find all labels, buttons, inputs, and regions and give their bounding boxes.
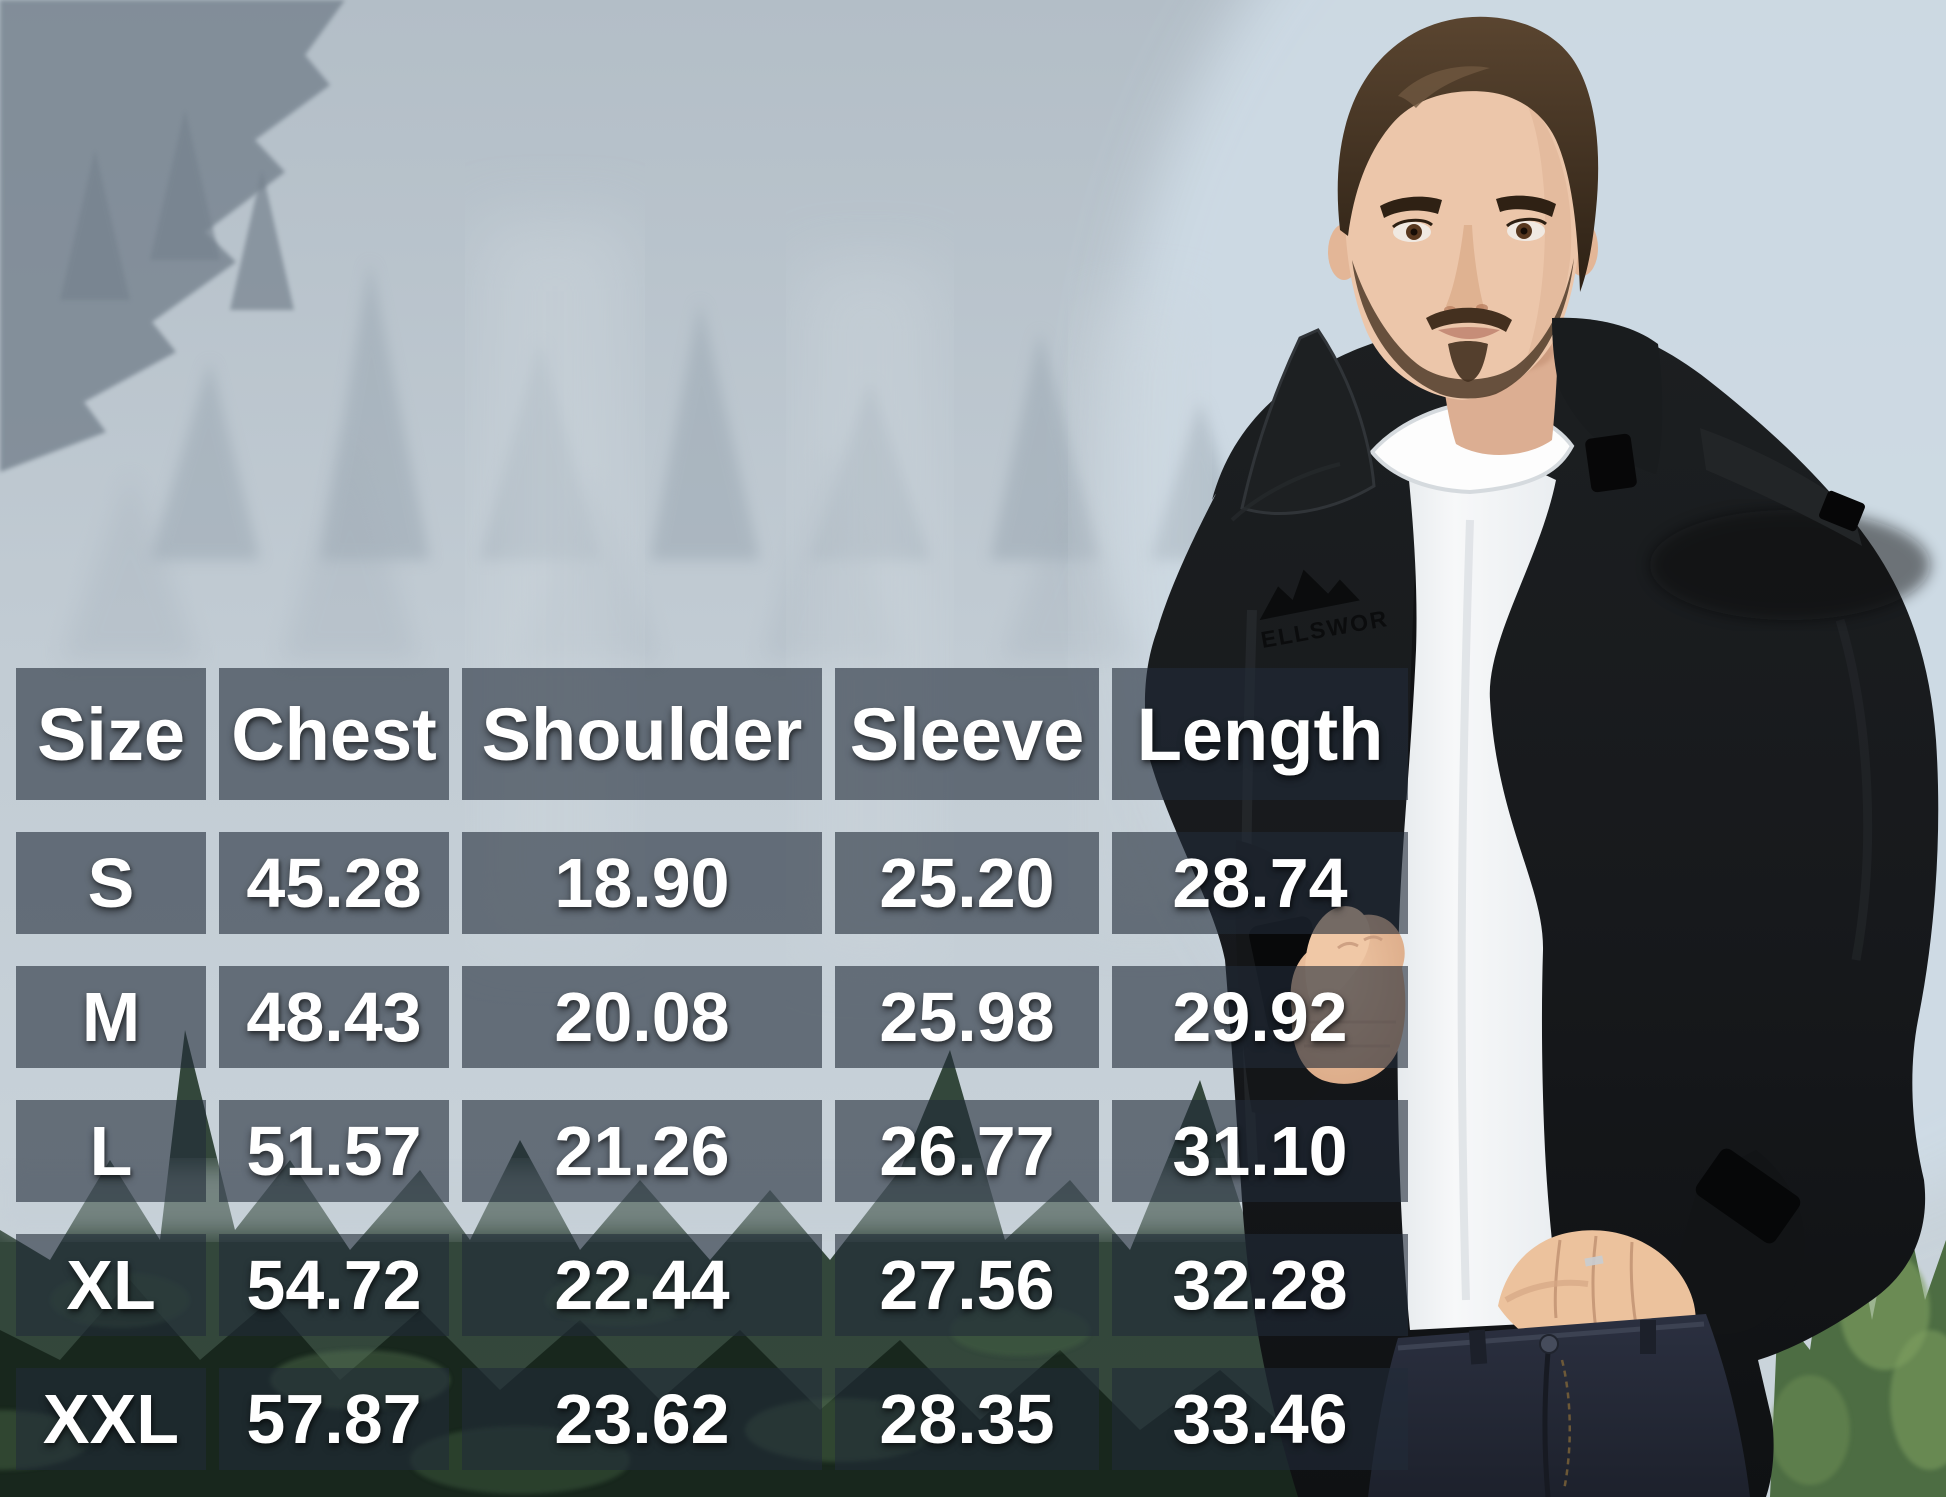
cell-xxl-chest: 57.87 xyxy=(219,1368,449,1470)
t-shirt xyxy=(1397,459,1562,1330)
cell-l-chest: 51.57 xyxy=(219,1100,449,1202)
cell-xxl-length: 33.46 xyxy=(1112,1368,1408,1470)
cell-l-shoulder: 21.26 xyxy=(462,1100,822,1202)
nose xyxy=(1446,225,1486,319)
cell-xxl-size: XXL xyxy=(16,1368,206,1470)
jeans-fly-seam xyxy=(1542,1351,1551,1497)
finger-ring xyxy=(1584,1255,1604,1267)
header-cell-sleeve: Sleeve xyxy=(835,668,1099,800)
jeans xyxy=(1368,1314,1750,1497)
cuff-velcro-right xyxy=(1695,1148,1801,1244)
bright-tree-highlight-2 xyxy=(1890,1330,1946,1470)
cell-m-chest: 48.43 xyxy=(219,966,449,1068)
cell-xl-sleeve: 27.56 xyxy=(835,1234,1099,1336)
cell-xxl-shoulder: 23.62 xyxy=(462,1368,822,1470)
header-cell-shoulder: Shoulder xyxy=(462,668,822,800)
collar-left xyxy=(1240,328,1376,515)
mountain-range-icon xyxy=(1259,569,1360,621)
belt-loop-left xyxy=(1468,1329,1488,1365)
belt-loop-right xyxy=(1640,1320,1656,1354)
jacket-sleeve-crease xyxy=(1835,618,1873,961)
cell-m-sleeve: 25.98 xyxy=(835,966,1099,1068)
cell-m-size: M xyxy=(16,966,206,1068)
shoulder-seam-left xyxy=(1230,462,1341,522)
eyebrow-right xyxy=(1496,195,1556,217)
knuckle-lines xyxy=(1337,935,1383,950)
chin-patch xyxy=(1448,341,1488,382)
treeline-mid xyxy=(150,260,1250,560)
jeans-button xyxy=(1539,1334,1559,1354)
t-shirt-fold-shadow xyxy=(1457,519,1474,1301)
mustache xyxy=(1426,307,1512,332)
hem-thumb-edge xyxy=(1504,1279,1589,1303)
cell-l-sleeve: 26.77 xyxy=(835,1100,1099,1202)
beard xyxy=(1352,258,1574,399)
face-side-shade xyxy=(1520,90,1572,376)
cell-l-length: 31.10 xyxy=(1112,1100,1408,1202)
epaulette-velcro xyxy=(1819,490,1865,532)
cell-xl-shoulder: 22.44 xyxy=(462,1234,822,1336)
hair-quiff-highlight xyxy=(1398,66,1490,108)
jeans-body xyxy=(1368,1314,1750,1497)
cell-s-sleeve: 25.20 xyxy=(835,832,1099,934)
fog-streak-1 xyxy=(480,220,630,940)
bright-tree-highlight-3 xyxy=(1770,1375,1850,1485)
jacket-underarm-shadow xyxy=(1650,510,1930,620)
collar-right xyxy=(1552,317,1663,474)
cell-l-size: L xyxy=(16,1100,206,1202)
cell-s-chest: 45.28 xyxy=(219,832,449,934)
head xyxy=(1328,16,1599,400)
jeans-stitching xyxy=(1560,1359,1571,1491)
header-cell-chest: Chest xyxy=(219,668,449,800)
hair xyxy=(1337,16,1599,292)
collar-velcro-tab xyxy=(1585,433,1637,493)
size-chart-table: Size Chest Shoulder Sleeve Length S 45.2… xyxy=(16,668,1408,1470)
header-cell-size: Size xyxy=(16,668,206,800)
cell-s-length: 28.74 xyxy=(1112,832,1408,934)
cell-xl-size: XL xyxy=(16,1234,206,1336)
header-cell-length: Length xyxy=(1112,668,1408,800)
cell-xl-chest: 54.72 xyxy=(219,1234,449,1336)
lips xyxy=(1438,327,1500,339)
eyebrow-left xyxy=(1380,196,1442,218)
cell-m-length: 29.92 xyxy=(1112,966,1408,1068)
treeline-top-left-spruces xyxy=(60,110,294,310)
cell-xl-length: 32.28 xyxy=(1112,1234,1408,1336)
eye-right xyxy=(1506,217,1547,241)
model: ELLSWOR xyxy=(1144,16,1939,1497)
cell-m-shoulder: 20.08 xyxy=(462,966,822,1068)
cell-xxl-sleeve: 28.35 xyxy=(835,1368,1099,1470)
eye-left xyxy=(1392,218,1433,242)
misty-treeline xyxy=(0,0,1340,960)
cell-s-size: S xyxy=(16,832,206,934)
face xyxy=(1344,58,1582,400)
cell-s-shoulder: 18.90 xyxy=(462,832,822,934)
treeline-far xyxy=(60,430,1340,660)
